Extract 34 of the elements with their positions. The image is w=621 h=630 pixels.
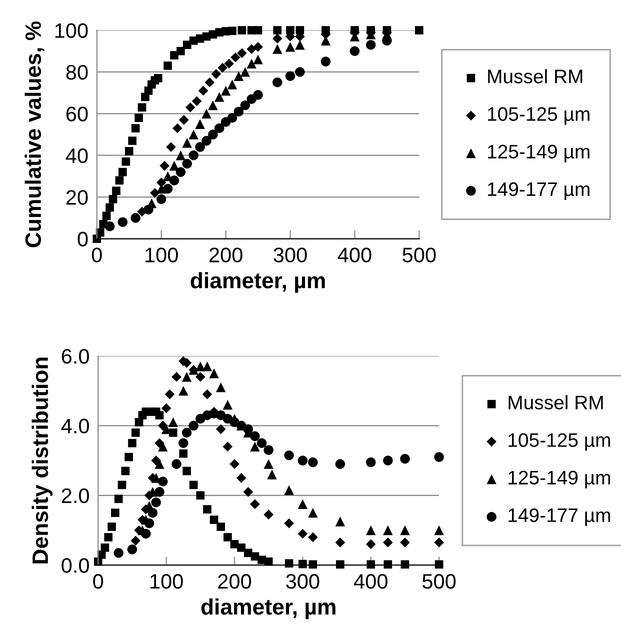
x-tick-label: 400 xyxy=(338,248,372,262)
x-tick-label: 100 xyxy=(146,248,178,262)
x-tick-label: 300 xyxy=(286,574,320,589)
x-tick-label: 0 xyxy=(93,574,104,589)
legend-label: 125-149 µm xyxy=(508,470,610,488)
y-tick-label: 60 xyxy=(66,106,88,122)
x-tick-label: 500 xyxy=(422,574,456,589)
y-tick-label: 2.0 xyxy=(62,488,89,504)
y-tick-label: 40 xyxy=(66,148,88,164)
y-axis-title: Density distribution xyxy=(32,358,52,564)
x-tick-label: 500 xyxy=(402,248,436,262)
legend-label: 105-125 µm xyxy=(488,107,590,125)
x-tick-label: 0 xyxy=(92,248,102,262)
x-tick-label: 400 xyxy=(354,574,388,589)
x-tick-label: 300 xyxy=(274,248,307,262)
legend-label: 105-125 µm xyxy=(508,433,610,451)
y-tick-label: 0 xyxy=(78,232,88,247)
x-tick-label: 200 xyxy=(218,574,252,589)
legend-label: 149-177 µm xyxy=(508,508,610,526)
legend-label: 149-177 µm xyxy=(488,182,590,200)
legend-label: Mussel RM xyxy=(488,69,582,84)
x-axis-title: diameter, µm xyxy=(190,272,325,293)
x-tick-label: 200 xyxy=(209,248,242,262)
legend-label: 125-149 µm xyxy=(488,144,590,162)
x-tick-label: 100 xyxy=(150,574,183,589)
y-axis-title: Cumulative values, % xyxy=(24,21,44,248)
legend-label: Mussel RM xyxy=(508,395,603,410)
y-tick-label: 20 xyxy=(66,190,88,205)
y-tick-label: 100 xyxy=(55,23,88,38)
y-tick-label: 0.0 xyxy=(62,558,89,573)
y-tick-label: 80 xyxy=(66,64,88,80)
x-axis-title: diameter, µm xyxy=(201,598,336,620)
y-tick-label: 6.0 xyxy=(62,348,89,364)
y-tick-label: 4.0 xyxy=(61,418,89,434)
